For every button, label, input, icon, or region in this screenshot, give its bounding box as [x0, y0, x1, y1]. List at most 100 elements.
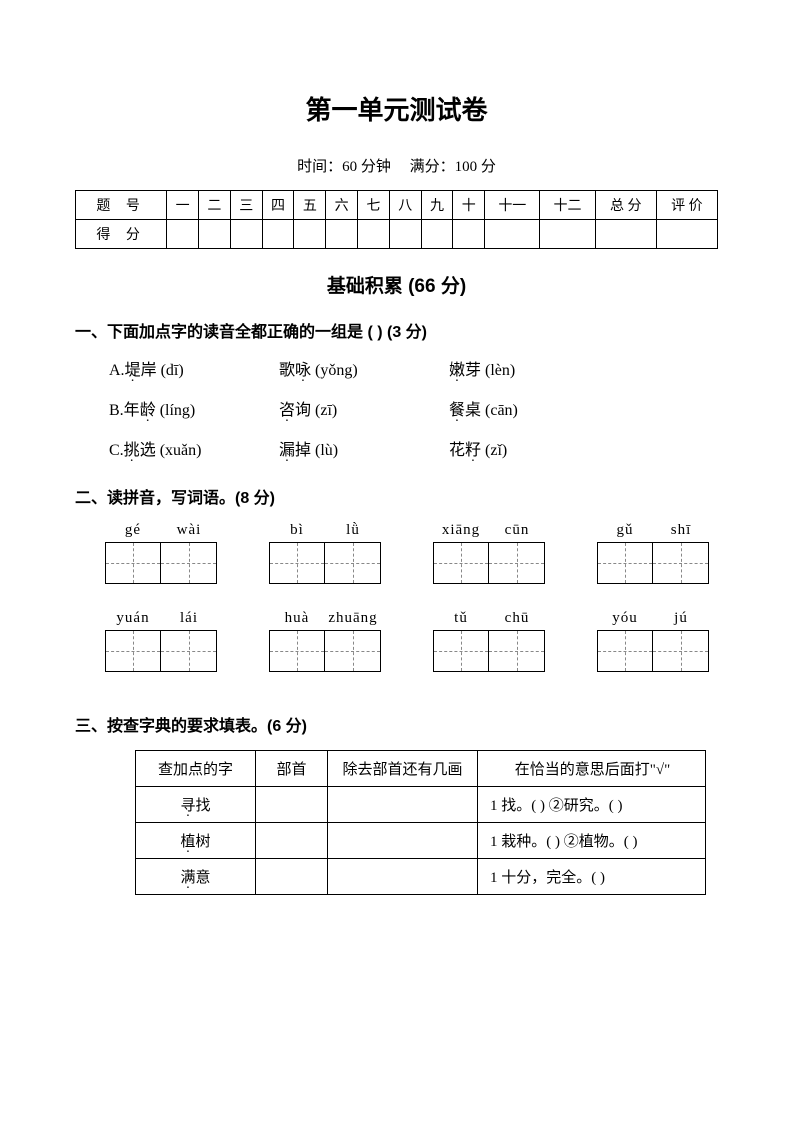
score-cell[interactable] — [262, 220, 294, 249]
score-cell[interactable] — [199, 220, 231, 249]
score-cell[interactable] — [389, 220, 421, 249]
dotted-char: 堤 — [125, 356, 141, 380]
col: 八 — [389, 191, 421, 220]
dotted-char: 咏 — [295, 356, 311, 380]
q3-meaning-cell[interactable]: 1 找。( ) ②研究。( ) — [478, 787, 706, 823]
char-box-pair[interactable] — [597, 542, 709, 584]
pinyin-label: gǔshī — [597, 522, 709, 539]
pinyin-label: yuánlái — [105, 610, 217, 627]
score-cell[interactable] — [294, 220, 326, 249]
q3-meaning-cell[interactable]: 1 十分，完全。( ) — [478, 859, 706, 895]
score-cell[interactable] — [358, 220, 390, 249]
score-cell[interactable] — [167, 220, 199, 249]
option-cell: 餐桌 (cān) — [449, 396, 518, 420]
q2-grid: géwàibìlǜxiāngcūngǔshīyuánláihuàzhuāngtǔ… — [75, 522, 718, 672]
row1-label: 题 号 — [76, 191, 167, 220]
col: 十二 — [540, 191, 595, 220]
q1-options: A.堤岸 (dī)歌咏 (yǒng)嫩芽 (lèn)B.年龄 (líng)咨询 … — [75, 356, 718, 460]
q3-header-row: 查加点的字 部首 除去部首还有几画 在恰当的意思后面打"√" — [136, 751, 706, 787]
q3-strokes-cell[interactable] — [328, 823, 478, 859]
pinyin-item: yóujú — [597, 610, 709, 672]
char-box[interactable] — [106, 631, 161, 671]
char-box[interactable] — [653, 543, 708, 583]
char-box[interactable] — [325, 631, 380, 671]
q3-strokes-cell[interactable] — [328, 787, 478, 823]
dotted-char: 籽 — [465, 436, 481, 460]
char-box[interactable] — [434, 631, 489, 671]
char-box[interactable] — [106, 543, 161, 583]
char-box[interactable] — [325, 543, 380, 583]
score-cell[interactable] — [326, 220, 358, 249]
dotted-char: 植 — [180, 830, 195, 851]
char-box[interactable] — [598, 631, 653, 671]
option-cell: C.挑选 (xuǎn) — [109, 436, 279, 460]
q3-th: 除去部首还有几画 — [328, 751, 478, 787]
char-box-pair[interactable] — [269, 630, 381, 672]
pinyin-row: géwàibìlǜxiāngcūngǔshī — [105, 522, 718, 584]
q3-radical-cell[interactable] — [256, 859, 328, 895]
col: 四 — [262, 191, 294, 220]
char-box[interactable] — [489, 631, 544, 671]
score-cell[interactable] — [540, 220, 595, 249]
score-cell[interactable] — [595, 220, 656, 249]
char-box-pair[interactable] — [269, 542, 381, 584]
char-box-pair[interactable] — [433, 542, 545, 584]
col: 三 — [230, 191, 262, 220]
dotted-char: 挑 — [124, 436, 140, 460]
q3-heading: 三、按查字典的要求填表。(6 分) — [75, 712, 718, 736]
q3-radical-cell[interactable] — [256, 787, 328, 823]
pinyin-item: yuánlái — [105, 610, 217, 672]
pinyin-label: xiāngcūn — [433, 522, 545, 539]
dotted-char: 龄 — [140, 396, 156, 420]
col: 五 — [294, 191, 326, 220]
q3-word-cell: 植树 — [136, 823, 256, 859]
col: 十一 — [485, 191, 540, 220]
pinyin-label: tǔchū — [433, 610, 545, 627]
score-cell[interactable] — [421, 220, 453, 249]
char-box-pair[interactable] — [105, 630, 217, 672]
char-box[interactable] — [161, 543, 216, 583]
char-box[interactable] — [489, 543, 544, 583]
option-cell: 歌咏 (yǒng) — [279, 356, 449, 380]
score-value-row: 得 分 — [76, 220, 718, 249]
pinyin-item: xiāngcūn — [433, 522, 545, 584]
score-cell[interactable] — [230, 220, 262, 249]
pinyin-row: yuánlái huàzhuāng tǔchū yóujú — [105, 610, 718, 672]
option-cell: 咨询 (zī) — [279, 396, 449, 420]
dotted-char: 咨 — [279, 396, 295, 420]
meta-line: 时间：60 分钟 满分：100 分 — [75, 155, 718, 176]
col: 评 价 — [656, 191, 717, 220]
char-box[interactable] — [270, 543, 325, 583]
char-box-pair[interactable] — [433, 630, 545, 672]
char-box[interactable] — [161, 631, 216, 671]
score-cell[interactable] — [656, 220, 717, 249]
q1-heading: 一、下面加点字的读音全都正确的一组是 ( ) (3 分) — [75, 318, 718, 342]
char-box-pair[interactable] — [105, 542, 217, 584]
col: 十 — [453, 191, 485, 220]
q3-meaning-cell[interactable]: 1 栽种。( ) ②植物。( ) — [478, 823, 706, 859]
section-title: 基础积累 (66 分) — [75, 271, 718, 298]
char-box-pair[interactable] — [597, 630, 709, 672]
dotted-char: 漏 — [279, 436, 295, 460]
fullscore-text: 满分：100 分 — [410, 159, 496, 175]
char-box[interactable] — [598, 543, 653, 583]
dotted-char: 嫩 — [449, 356, 465, 380]
q3-strokes-cell[interactable] — [328, 859, 478, 895]
dotted-char: 满 — [180, 866, 195, 887]
char-box[interactable] — [653, 631, 708, 671]
pinyin-item: tǔchū — [433, 610, 545, 672]
q3-row: 植树 1 栽种。( ) ②植物。( ) — [136, 823, 706, 859]
pinyin-label: huàzhuāng — [269, 610, 381, 627]
char-box[interactable] — [434, 543, 489, 583]
char-box[interactable] — [270, 631, 325, 671]
option-row: B.年龄 (líng)咨询 (zī)餐桌 (cān) — [109, 396, 718, 420]
option-cell: B.年龄 (líng) — [109, 396, 279, 420]
q3-word-cell: 寻找 — [136, 787, 256, 823]
q3-radical-cell[interactable] — [256, 823, 328, 859]
q3-row: 满意1 十分，完全。( ) — [136, 859, 706, 895]
q3-table: 查加点的字 部首 除去部首还有几画 在恰当的意思后面打"√" 寻找 1 找。( )… — [135, 750, 706, 895]
q3-th: 部首 — [256, 751, 328, 787]
score-cell[interactable] — [453, 220, 485, 249]
dotted-char: 寻 — [180, 794, 195, 815]
score-cell[interactable] — [485, 220, 540, 249]
